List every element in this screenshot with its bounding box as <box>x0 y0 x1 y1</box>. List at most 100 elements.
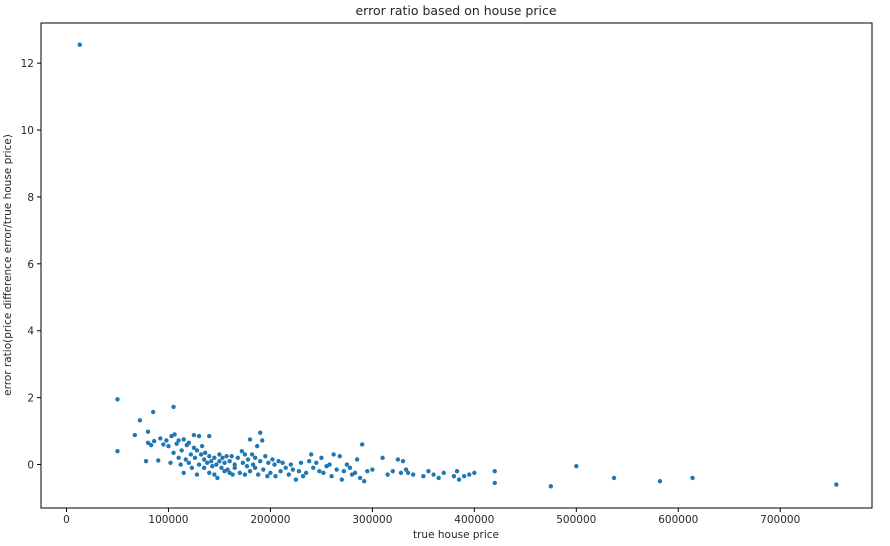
data-point <box>186 460 192 466</box>
data-point <box>240 460 246 466</box>
data-point <box>431 472 436 477</box>
data-point <box>244 463 250 469</box>
data-point <box>300 474 306 479</box>
data-point <box>286 472 291 477</box>
data-point <box>311 465 316 471</box>
data-point <box>436 475 441 481</box>
data-point <box>398 470 404 476</box>
data-point <box>341 469 347 474</box>
data-point <box>183 457 188 462</box>
data-point <box>265 474 270 479</box>
data-point <box>191 432 197 438</box>
data-point <box>278 469 283 474</box>
data-point <box>217 458 222 464</box>
data-point <box>249 452 255 457</box>
data-point <box>390 469 395 474</box>
data-point <box>290 467 296 472</box>
data-point <box>171 450 176 456</box>
data-point <box>261 467 266 472</box>
data-point <box>222 460 227 466</box>
data-point <box>337 453 342 459</box>
data-point <box>276 458 281 464</box>
data-point <box>255 472 261 477</box>
y-tick-label: 0 <box>27 460 34 472</box>
data-point <box>176 438 181 443</box>
data-point <box>380 455 385 461</box>
data-point <box>137 418 143 423</box>
data-point <box>834 482 839 487</box>
data-point <box>247 469 253 474</box>
data-point <box>317 469 322 474</box>
data-point <box>258 458 263 464</box>
data-point <box>196 462 202 467</box>
data-point <box>151 438 157 444</box>
data-point <box>410 472 416 477</box>
y-tick-label: 8 <box>27 192 34 204</box>
data-point <box>186 440 192 445</box>
data-point <box>232 462 237 467</box>
data-point <box>143 458 149 464</box>
data-point <box>400 458 406 464</box>
data-point <box>370 467 375 472</box>
data-point <box>161 442 166 447</box>
x-tick-label: 200000 <box>250 514 290 526</box>
x-axis: 0 100000 200000 300000 400000 500000 600000 700… <box>63 508 800 526</box>
data-point <box>224 453 229 459</box>
data-point <box>327 462 332 467</box>
x-tick-label: 300000 <box>352 514 392 526</box>
data-point <box>321 470 326 476</box>
data-point <box>273 474 278 479</box>
data-point <box>166 443 171 449</box>
data-point <box>225 467 230 472</box>
data-point <box>266 460 271 466</box>
data-point <box>188 452 194 457</box>
data-point <box>548 484 554 489</box>
data-point <box>181 470 186 476</box>
y-tick-label: 6 <box>27 259 34 271</box>
data-point <box>405 470 411 476</box>
data-point <box>156 458 161 463</box>
data-point <box>176 455 181 461</box>
data-point <box>210 463 215 469</box>
data-point <box>132 432 138 438</box>
data-point <box>171 404 176 410</box>
data-point <box>252 455 258 461</box>
data-points <box>77 42 839 489</box>
data-point <box>472 470 477 476</box>
data-point <box>191 445 197 450</box>
data-point <box>209 458 214 464</box>
data-point <box>357 475 363 481</box>
data-point <box>329 474 334 479</box>
data-point <box>309 452 314 457</box>
data-point <box>201 457 207 462</box>
data-point <box>212 455 217 461</box>
data-point <box>178 462 183 467</box>
data-point <box>242 472 248 477</box>
data-point <box>421 474 426 479</box>
data-point <box>250 462 256 467</box>
data-point <box>331 452 336 457</box>
data-point <box>192 455 198 461</box>
data-point <box>229 453 234 459</box>
data-point <box>395 457 401 462</box>
data-point <box>227 458 232 464</box>
data-point <box>260 438 265 443</box>
data-point <box>158 436 163 441</box>
data-point <box>334 467 339 472</box>
data-point <box>280 460 285 466</box>
data-point <box>454 469 460 474</box>
data-point <box>237 470 243 476</box>
data-point <box>219 465 224 471</box>
data-point <box>451 474 457 479</box>
x-tick-label: 700000 <box>760 514 800 526</box>
y-tick-label: 2 <box>27 393 34 405</box>
data-point <box>657 479 663 484</box>
data-point <box>196 433 202 439</box>
data-point <box>385 472 390 477</box>
data-point <box>456 477 462 482</box>
data-point <box>217 452 222 457</box>
data-point <box>258 430 263 435</box>
data-point <box>202 450 208 456</box>
data-point <box>347 465 353 471</box>
